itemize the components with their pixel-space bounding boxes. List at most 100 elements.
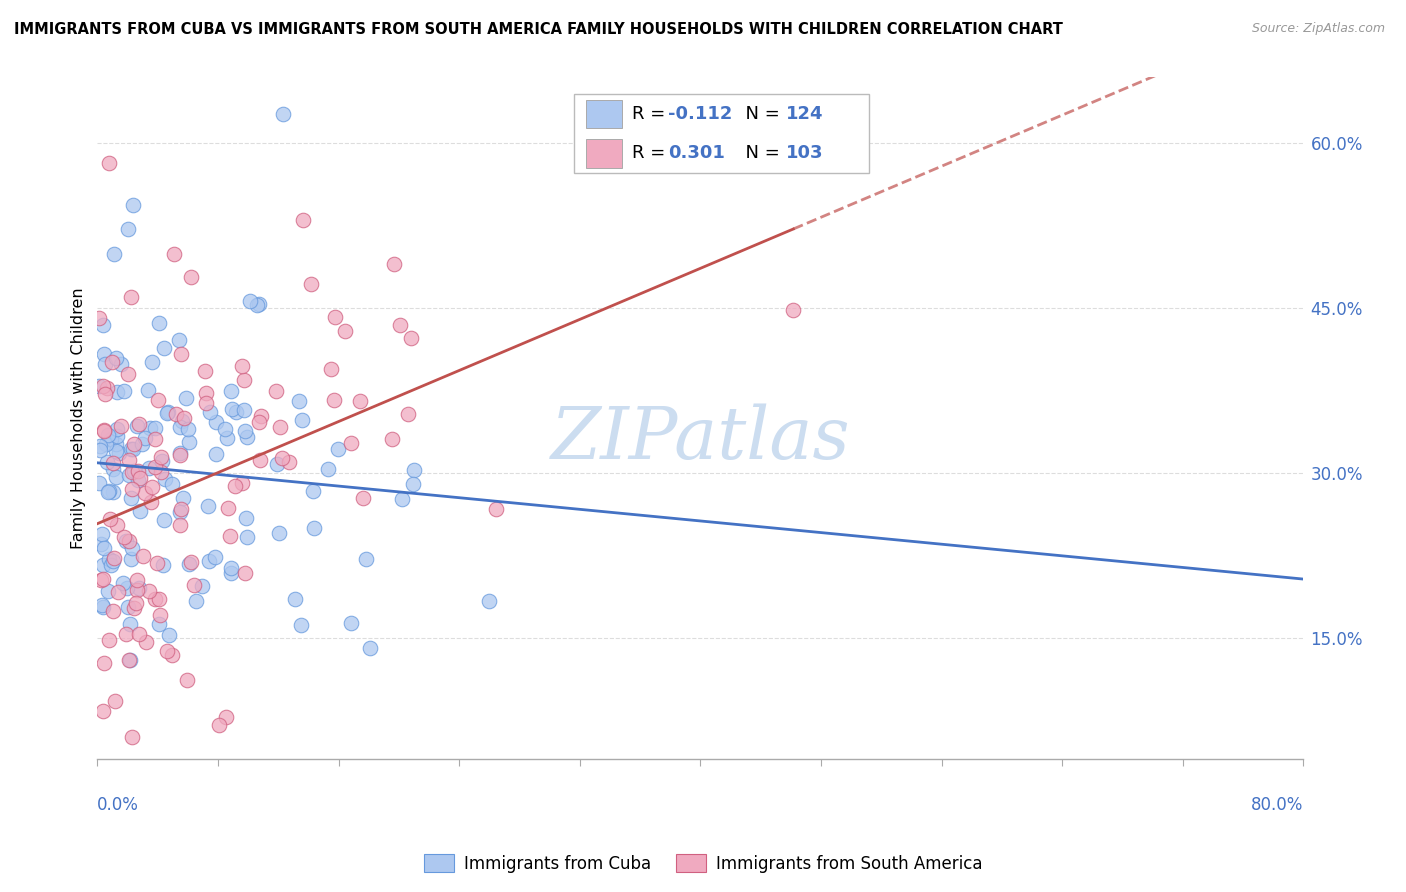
Point bbox=[290, 617, 312, 632]
Point bbox=[194, 386, 217, 401]
Point bbox=[98, 512, 121, 526]
Point bbox=[172, 491, 194, 505]
Point bbox=[129, 471, 152, 485]
Point bbox=[291, 413, 314, 427]
Point bbox=[120, 653, 142, 667]
Point bbox=[401, 331, 423, 345]
Point bbox=[127, 464, 149, 478]
Point bbox=[391, 491, 413, 506]
Point bbox=[117, 368, 139, 382]
Point bbox=[118, 533, 141, 548]
Point bbox=[319, 362, 342, 376]
Point bbox=[96, 454, 118, 468]
Point bbox=[219, 529, 242, 543]
Point bbox=[125, 574, 148, 588]
Legend: Immigrants from Cuba, Immigrants from South America: Immigrants from Cuba, Immigrants from So… bbox=[418, 847, 988, 880]
Point bbox=[107, 585, 129, 599]
Point bbox=[89, 443, 111, 458]
Point bbox=[304, 521, 326, 535]
Point bbox=[143, 460, 166, 475]
Point bbox=[139, 420, 162, 434]
Point bbox=[132, 549, 155, 563]
Point bbox=[299, 277, 322, 291]
Point bbox=[101, 456, 124, 470]
Point bbox=[93, 558, 115, 573]
Point bbox=[326, 442, 349, 456]
Point bbox=[128, 581, 150, 595]
Text: 0.301: 0.301 bbox=[668, 145, 724, 162]
Point bbox=[396, 407, 419, 421]
Point bbox=[156, 406, 179, 420]
Point bbox=[104, 470, 127, 484]
Point bbox=[381, 432, 404, 446]
Point bbox=[195, 396, 218, 410]
Point bbox=[249, 453, 271, 467]
Point bbox=[115, 581, 138, 595]
Point bbox=[170, 347, 193, 361]
Point bbox=[235, 511, 257, 525]
Point bbox=[169, 518, 191, 533]
Point bbox=[148, 591, 170, 606]
Point bbox=[128, 626, 150, 640]
Point bbox=[121, 541, 143, 555]
FancyBboxPatch shape bbox=[574, 95, 869, 173]
Point bbox=[120, 491, 142, 505]
Point bbox=[194, 364, 217, 378]
Point bbox=[215, 710, 238, 724]
Point bbox=[233, 566, 256, 581]
Point bbox=[101, 485, 124, 500]
Point bbox=[174, 391, 197, 405]
Text: 103: 103 bbox=[786, 145, 824, 162]
Point bbox=[266, 384, 288, 398]
Point bbox=[98, 552, 121, 566]
Point bbox=[122, 442, 145, 456]
Point bbox=[91, 572, 114, 586]
Point bbox=[100, 558, 122, 572]
Point bbox=[153, 472, 176, 486]
Point bbox=[122, 197, 145, 211]
Point bbox=[143, 420, 166, 434]
Point bbox=[190, 579, 212, 593]
Point bbox=[150, 450, 173, 464]
Point bbox=[219, 384, 242, 398]
Point bbox=[136, 383, 159, 397]
Point bbox=[169, 501, 191, 516]
Point bbox=[204, 415, 226, 429]
Point bbox=[134, 485, 156, 500]
Point bbox=[93, 541, 115, 556]
Point bbox=[120, 290, 142, 304]
Point bbox=[104, 694, 127, 708]
Point bbox=[197, 554, 219, 568]
Point bbox=[478, 594, 501, 608]
Point bbox=[124, 437, 146, 451]
Point bbox=[121, 483, 143, 497]
FancyBboxPatch shape bbox=[586, 100, 621, 128]
Point bbox=[104, 444, 127, 458]
Point bbox=[121, 465, 143, 479]
Point bbox=[165, 407, 187, 421]
Point bbox=[269, 419, 291, 434]
Point bbox=[93, 657, 115, 671]
Point bbox=[120, 616, 142, 631]
Point bbox=[402, 477, 425, 491]
Point bbox=[173, 411, 195, 425]
Point bbox=[93, 423, 115, 437]
Point bbox=[197, 500, 219, 514]
Point bbox=[782, 303, 804, 318]
Point bbox=[128, 504, 150, 518]
Point bbox=[91, 599, 114, 614]
Point bbox=[163, 246, 186, 260]
Point bbox=[301, 483, 323, 498]
Point bbox=[115, 534, 138, 549]
Point bbox=[271, 106, 294, 120]
Point bbox=[149, 465, 172, 479]
Point bbox=[177, 422, 200, 436]
Point bbox=[179, 557, 201, 571]
Point bbox=[149, 607, 172, 622]
Point bbox=[91, 704, 114, 718]
Point bbox=[103, 247, 125, 261]
Point bbox=[233, 373, 256, 387]
Point bbox=[246, 298, 269, 312]
Point bbox=[97, 483, 120, 498]
Point bbox=[98, 633, 121, 648]
